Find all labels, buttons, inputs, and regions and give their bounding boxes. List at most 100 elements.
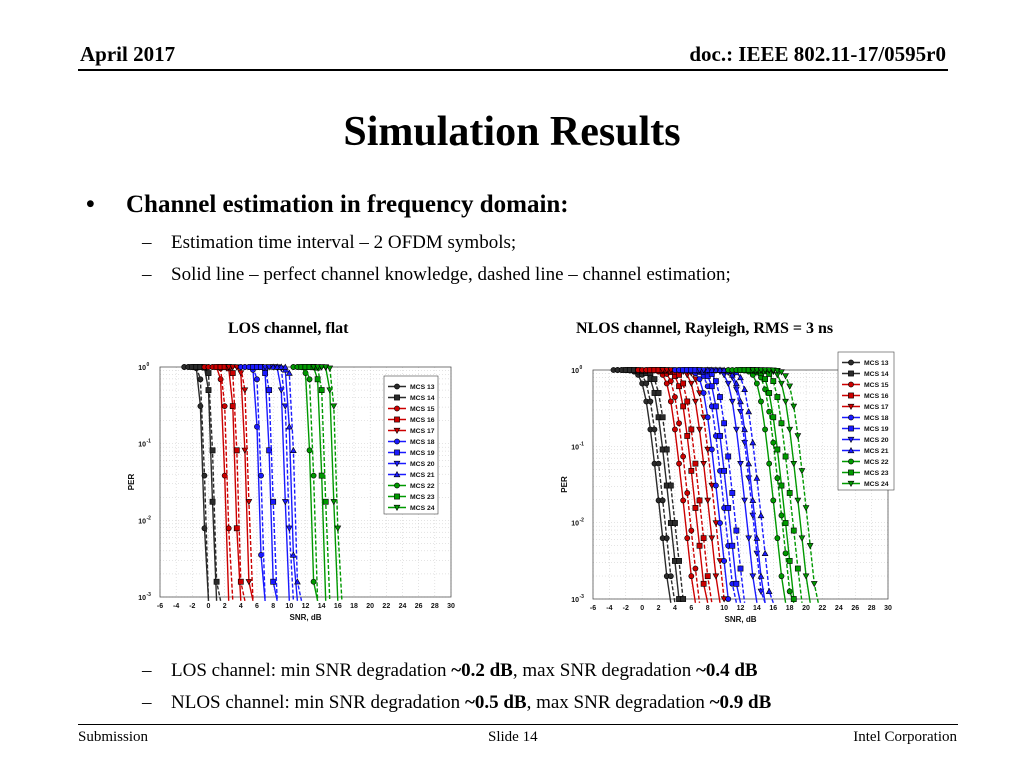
y-tick-exponent: -3 <box>580 594 585 600</box>
data-point-mcs-24 <box>334 525 342 532</box>
slide-title: Simulation Results <box>343 109 681 155</box>
legend-entry: MCS 19 <box>864 426 889 433</box>
data-point-mcs-15 <box>688 573 695 580</box>
data-point-mcs-14 <box>205 387 212 393</box>
legend-marker <box>394 449 400 456</box>
dash-icon: – <box>142 660 152 681</box>
x-tick-label: 2 <box>223 603 227 610</box>
data-point-mcs-21 <box>290 551 297 558</box>
legend-entry: MCS 17 <box>410 428 435 435</box>
data-point-mcs-24 <box>326 387 334 394</box>
data-point-mcs-14 <box>205 370 212 376</box>
los-max-degradation: ~0.4 dB <box>695 660 758 681</box>
legend-entry: MCS 17 <box>864 404 889 411</box>
data-point-mcs-19 <box>713 403 719 410</box>
y-axis-label: PER <box>560 476 569 493</box>
data-point-mcs-17 <box>241 387 249 394</box>
data-point-mcs-17 <box>241 447 249 454</box>
data-point-mcs-21 <box>704 366 712 373</box>
y-tick-exponent: 0 <box>147 362 150 368</box>
legend-entry: MCS 19 <box>410 450 435 457</box>
data-point-mcs-17 <box>229 364 237 371</box>
data-point-mcs-20 <box>265 364 273 371</box>
data-point-mcs-17 <box>696 426 703 433</box>
data-point-mcs-20 <box>741 497 748 504</box>
x-tick-label: 2 <box>657 605 661 612</box>
data-point-mcs-15 <box>676 460 682 467</box>
legend-marker <box>394 416 400 423</box>
data-point-mcs-23 <box>318 472 325 479</box>
data-point-mcs-18 <box>721 558 728 564</box>
data-point-mcs-24 <box>749 367 757 374</box>
data-point-mcs-17 <box>708 535 716 542</box>
data-point-mcs-18 <box>258 472 264 479</box>
data-point-mcs-18 <box>725 596 732 602</box>
y-tick-label: 10 <box>571 444 579 451</box>
nlos-note-prefix: NLOS channel: min SNR degradation <box>171 692 465 713</box>
legend-marker <box>848 381 854 388</box>
data-point-mcs-22 <box>306 447 313 454</box>
sub-bullet-estimation-interval: Estimation time interval – 2 OFDM symbol… <box>171 232 517 253</box>
data-point-mcs-21 <box>757 572 765 579</box>
data-point-mcs-24 <box>310 364 317 371</box>
data-point-mcs-19 <box>270 578 277 585</box>
data-point-mcs-23 <box>794 565 801 572</box>
x-tick-label: -4 <box>606 605 612 612</box>
data-point-mcs-14 <box>209 447 216 454</box>
data-point-mcs-24 <box>761 367 769 374</box>
x-tick-label: 4 <box>239 603 243 610</box>
x-tick-label: 20 <box>366 603 374 610</box>
legend-marker <box>848 392 854 399</box>
data-point-mcs-22 <box>310 472 317 479</box>
legend-marker <box>848 414 854 421</box>
data-point-mcs-21 <box>294 578 301 585</box>
legend-marker <box>394 405 400 412</box>
data-point-mcs-18 <box>254 376 260 383</box>
data-point-mcs-22 <box>770 497 777 504</box>
data-point-mcs-14 <box>676 558 682 564</box>
legend-entry: MCS 20 <box>410 461 435 468</box>
data-point-mcs-24 <box>330 403 338 410</box>
data-point-mcs-17 <box>687 380 695 387</box>
series-group <box>181 363 343 601</box>
data-point-mcs-16 <box>692 505 699 511</box>
data-point-mcs-18 <box>717 520 723 526</box>
legend-entry: MCS 16 <box>864 393 889 400</box>
legend-marker <box>848 469 854 476</box>
los-note-prefix: LOS channel: min SNR degradation <box>171 660 452 681</box>
data-point-mcs-21 <box>749 496 757 504</box>
nlos-min-degradation: ~0.5 dB <box>464 692 527 713</box>
y-tick-label: 10 <box>571 597 579 604</box>
data-point-mcs-16 <box>680 380 687 387</box>
data-point-mcs-24 <box>810 581 818 588</box>
data-point-mcs-23 <box>778 482 785 489</box>
data-point-mcs-16 <box>696 497 703 504</box>
data-point-mcs-22 <box>778 573 785 580</box>
x-tick-label: 6 <box>255 603 259 610</box>
data-point-mcs-20 <box>737 460 744 468</box>
data-point-mcs-22 <box>310 578 317 585</box>
data-point-mcs-19 <box>729 542 736 549</box>
data-point-mcs-23 <box>786 490 793 496</box>
data-point-mcs-21 <box>741 425 748 433</box>
y-tick-label: 10 <box>138 442 146 449</box>
data-point-mcs-15 <box>692 565 699 572</box>
data-point-mcs-13 <box>643 380 650 387</box>
data-point-mcs-21 <box>277 363 285 370</box>
x-tick-label: -6 <box>157 603 163 610</box>
x-tick-label: -2 <box>623 605 629 612</box>
data-point-mcs-21 <box>737 398 744 405</box>
legend-marker <box>394 493 400 500</box>
data-point-mcs-16 <box>684 433 691 439</box>
x-tick-label: -6 <box>590 605 596 612</box>
data-point-mcs-23 <box>782 520 789 526</box>
data-point-mcs-16 <box>688 426 695 433</box>
chart-title-los: LOS channel, flat <box>228 320 349 337</box>
data-point-mcs-21 <box>749 439 757 446</box>
chart-title-nlos: NLOS channel, Rayleigh, RMS = 3 ns <box>576 320 834 337</box>
data-point-mcs-19 <box>725 505 732 511</box>
legend-marker <box>848 458 854 465</box>
data-point-mcs-21 <box>716 366 724 373</box>
data-point-mcs-15 <box>676 420 682 427</box>
data-point-mcs-15 <box>688 527 695 534</box>
